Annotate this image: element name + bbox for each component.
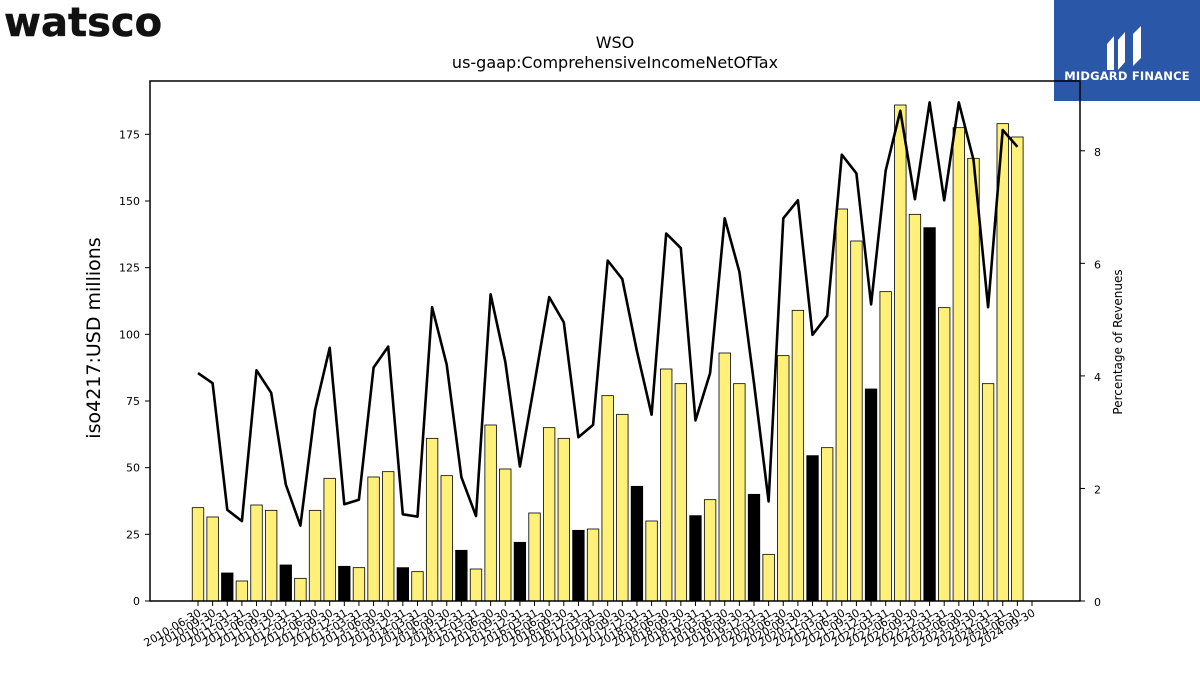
bar-2024-06-30 (1011, 136, 1024, 602)
bar-2015-03-31 (469, 568, 483, 602)
bar-2017-03-31 (586, 528, 600, 602)
y-tick-label-175: 175 (119, 128, 140, 141)
bar-2011-06-30 (250, 504, 263, 602)
bar-2015-09-30 (499, 468, 512, 602)
y2-axis-label: Percentage of Revenues (1111, 269, 1125, 414)
y-tick-label-25: 25 (126, 528, 140, 541)
bar-2016-12-31 (572, 529, 585, 602)
bar-2011-09-30 (265, 509, 278, 602)
bar-2010-06-30 (191, 507, 205, 602)
line-series (197, 101, 1019, 527)
bar-2015-12-31 (513, 541, 527, 602)
bar-2019-06-30 (718, 352, 731, 602)
y-tick-label-50: 50 (126, 462, 140, 475)
chart-subtitle: us-gaap:ComprehensiveIncomeNetOfTax (452, 53, 778, 72)
bar-2010-12-31 (221, 572, 234, 602)
bar-2022-06-30 (894, 104, 907, 602)
axes (149, 80, 1081, 602)
y-axis-label: iso4217:USD millions (83, 237, 105, 438)
bar-2010-09-30 (206, 516, 219, 602)
bar-2019-03-31 (703, 499, 717, 602)
midgard-finance-brand-text: MIDGARD FINANCE (1064, 69, 1190, 83)
y2-tick-label-4: 4 (1094, 371, 1101, 384)
bar-2016-06-30 (543, 427, 556, 602)
y2-tick-label-0: 0 (1094, 596, 1101, 609)
bar-2023-09-30 (967, 157, 980, 602)
y2-ticks: 0 2 4 6 8 (1080, 146, 1101, 609)
bar-2018-12-31 (689, 515, 702, 602)
logo-mark-right (1133, 26, 1141, 66)
bar-2020-03-31 (762, 553, 775, 602)
bar-2012-06-30 (308, 509, 322, 602)
watsco-logo-text: watsco (4, 2, 162, 42)
bar-2011-03-31 (235, 580, 249, 602)
y-tick-label-0: 0 (133, 595, 140, 608)
bar-2023-12-31 (981, 383, 995, 602)
y-tick-label-125: 125 (119, 262, 140, 275)
bar-2014-06-30 (425, 437, 439, 602)
plot-frame (149, 80, 1081, 602)
bar-2012-09-30 (323, 477, 336, 602)
bar-2020-09-30 (791, 309, 805, 602)
bar-2020-06-30 (777, 355, 790, 602)
y-ticks: 0 25 50 75 100 125 150 175 (119, 128, 150, 608)
y2-tick-label-2: 2 (1094, 483, 1101, 496)
bar-2014-03-31 (411, 571, 424, 602)
x-ticks: 2010-06-302010-09-302010-12-312011-03-31… (142, 601, 1038, 650)
bar-2017-06-30 (601, 395, 614, 602)
y-tick-label-100: 100 (119, 328, 140, 341)
bar-2012-12-31 (338, 565, 351, 602)
bar-2022-03-31 (879, 291, 892, 602)
bar-2017-12-31 (630, 485, 644, 602)
bar-2018-03-31 (645, 520, 658, 602)
chart-title: WSO (596, 33, 635, 52)
percentage-line (197, 101, 1019, 527)
bar-2021-03-31 (821, 447, 834, 602)
bar-2018-06-30 (660, 368, 673, 602)
bar-2013-12-31 (396, 567, 409, 602)
bar-2023-06-30 (952, 127, 965, 602)
bar-2023-03-31 (938, 307, 951, 602)
logo-mark-center (1118, 32, 1125, 70)
bar-2018-09-30 (674, 383, 687, 602)
bar-2017-09-30 (616, 413, 629, 602)
bar-2013-03-31 (352, 567, 366, 602)
bar-2016-03-31 (528, 512, 541, 602)
bar-2014-09-30 (440, 475, 453, 602)
bar-2021-06-30 (835, 208, 848, 602)
logo-mark-left (1107, 36, 1114, 70)
bar-2022-12-31 (923, 227, 936, 602)
midgard-finance-logo: MIDGARD FINANCE (1054, 0, 1200, 101)
y-tick-label-150: 150 (119, 195, 140, 208)
bar-series (191, 104, 1024, 602)
bar-2019-12-31 (747, 493, 761, 602)
bar-2012-03-31 (294, 577, 307, 602)
watsco-logo: watsco (4, 0, 194, 46)
bar-2013-09-30 (382, 471, 395, 602)
y-tick-label-75: 75 (126, 395, 140, 408)
bar-2021-09-30 (850, 240, 863, 602)
bar-2016-09-30 (557, 437, 570, 602)
bar-2015-06-30 (484, 424, 497, 602)
bar-2020-12-31 (806, 455, 819, 602)
bar-2013-06-30 (367, 476, 380, 602)
logo-background (1054, 0, 1200, 101)
bar-2014-12-31 (455, 549, 468, 602)
y2-tick-label-6: 6 (1094, 258, 1101, 271)
bar-2021-12-31 (864, 388, 878, 602)
bar-2019-09-30 (733, 383, 746, 602)
bar-2022-09-30 (908, 213, 922, 602)
bar-2011-12-31 (279, 564, 292, 602)
bar-2024-03-31 (996, 123, 1009, 602)
y2-tick-label-8: 8 (1094, 146, 1101, 159)
